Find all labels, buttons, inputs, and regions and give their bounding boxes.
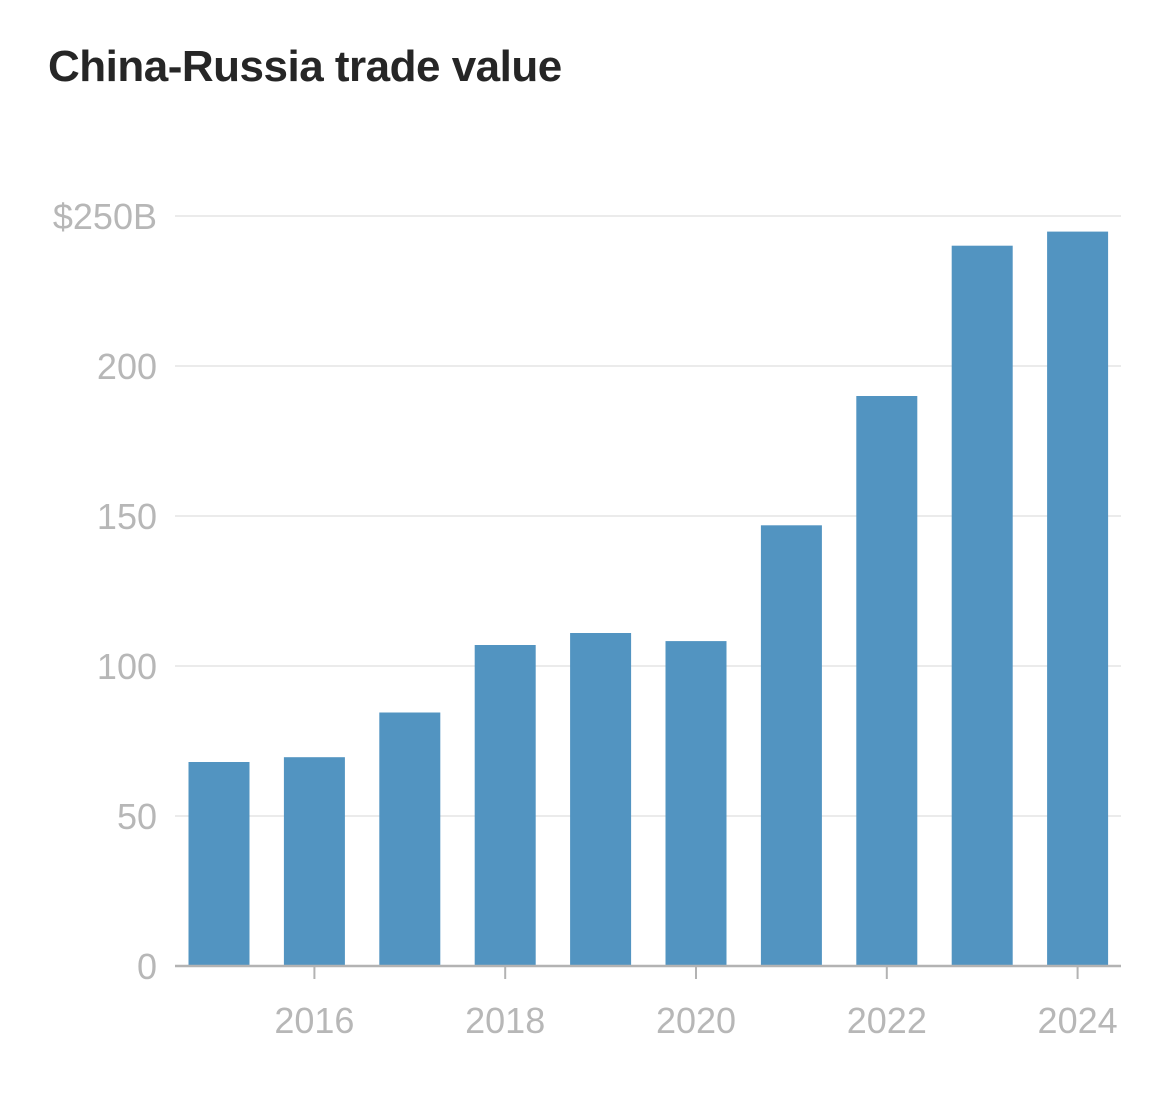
axes: [175, 964, 1121, 979]
bar-2016: [283, 757, 345, 966]
x-tick-label: 2020: [656, 1000, 736, 1041]
bar-2023: [951, 245, 1013, 966]
x-tick-label: 2024: [1038, 1000, 1118, 1041]
bar-2021: [760, 525, 822, 966]
x-tick-label: 2016: [274, 1000, 354, 1041]
bar-2020: [665, 641, 727, 966]
bar-2017: [379, 712, 441, 966]
chart-title: China-Russia trade value: [48, 42, 562, 91]
y-tick-label: 0: [137, 946, 157, 987]
tick-labels: 0 50 100 150 200 $250B 2016 2018 2020 2022 2024: [53, 196, 1118, 1041]
bar-2019: [570, 633, 632, 966]
y-tick-label: 150: [97, 496, 157, 537]
y-tick-label: 50: [117, 796, 157, 837]
bar-2024: [1047, 231, 1109, 967]
y-tick-label: 200: [97, 346, 157, 387]
bar-2022: [856, 396, 918, 966]
y-tick-label: 100: [97, 646, 157, 687]
x-tick-label: 2022: [847, 1000, 927, 1041]
x-tick-label: 2018: [465, 1000, 545, 1041]
bars: [188, 231, 1109, 967]
y-tick-label: $250B: [53, 196, 157, 237]
bar-2015: [188, 762, 250, 966]
bar-2018: [474, 645, 536, 966]
